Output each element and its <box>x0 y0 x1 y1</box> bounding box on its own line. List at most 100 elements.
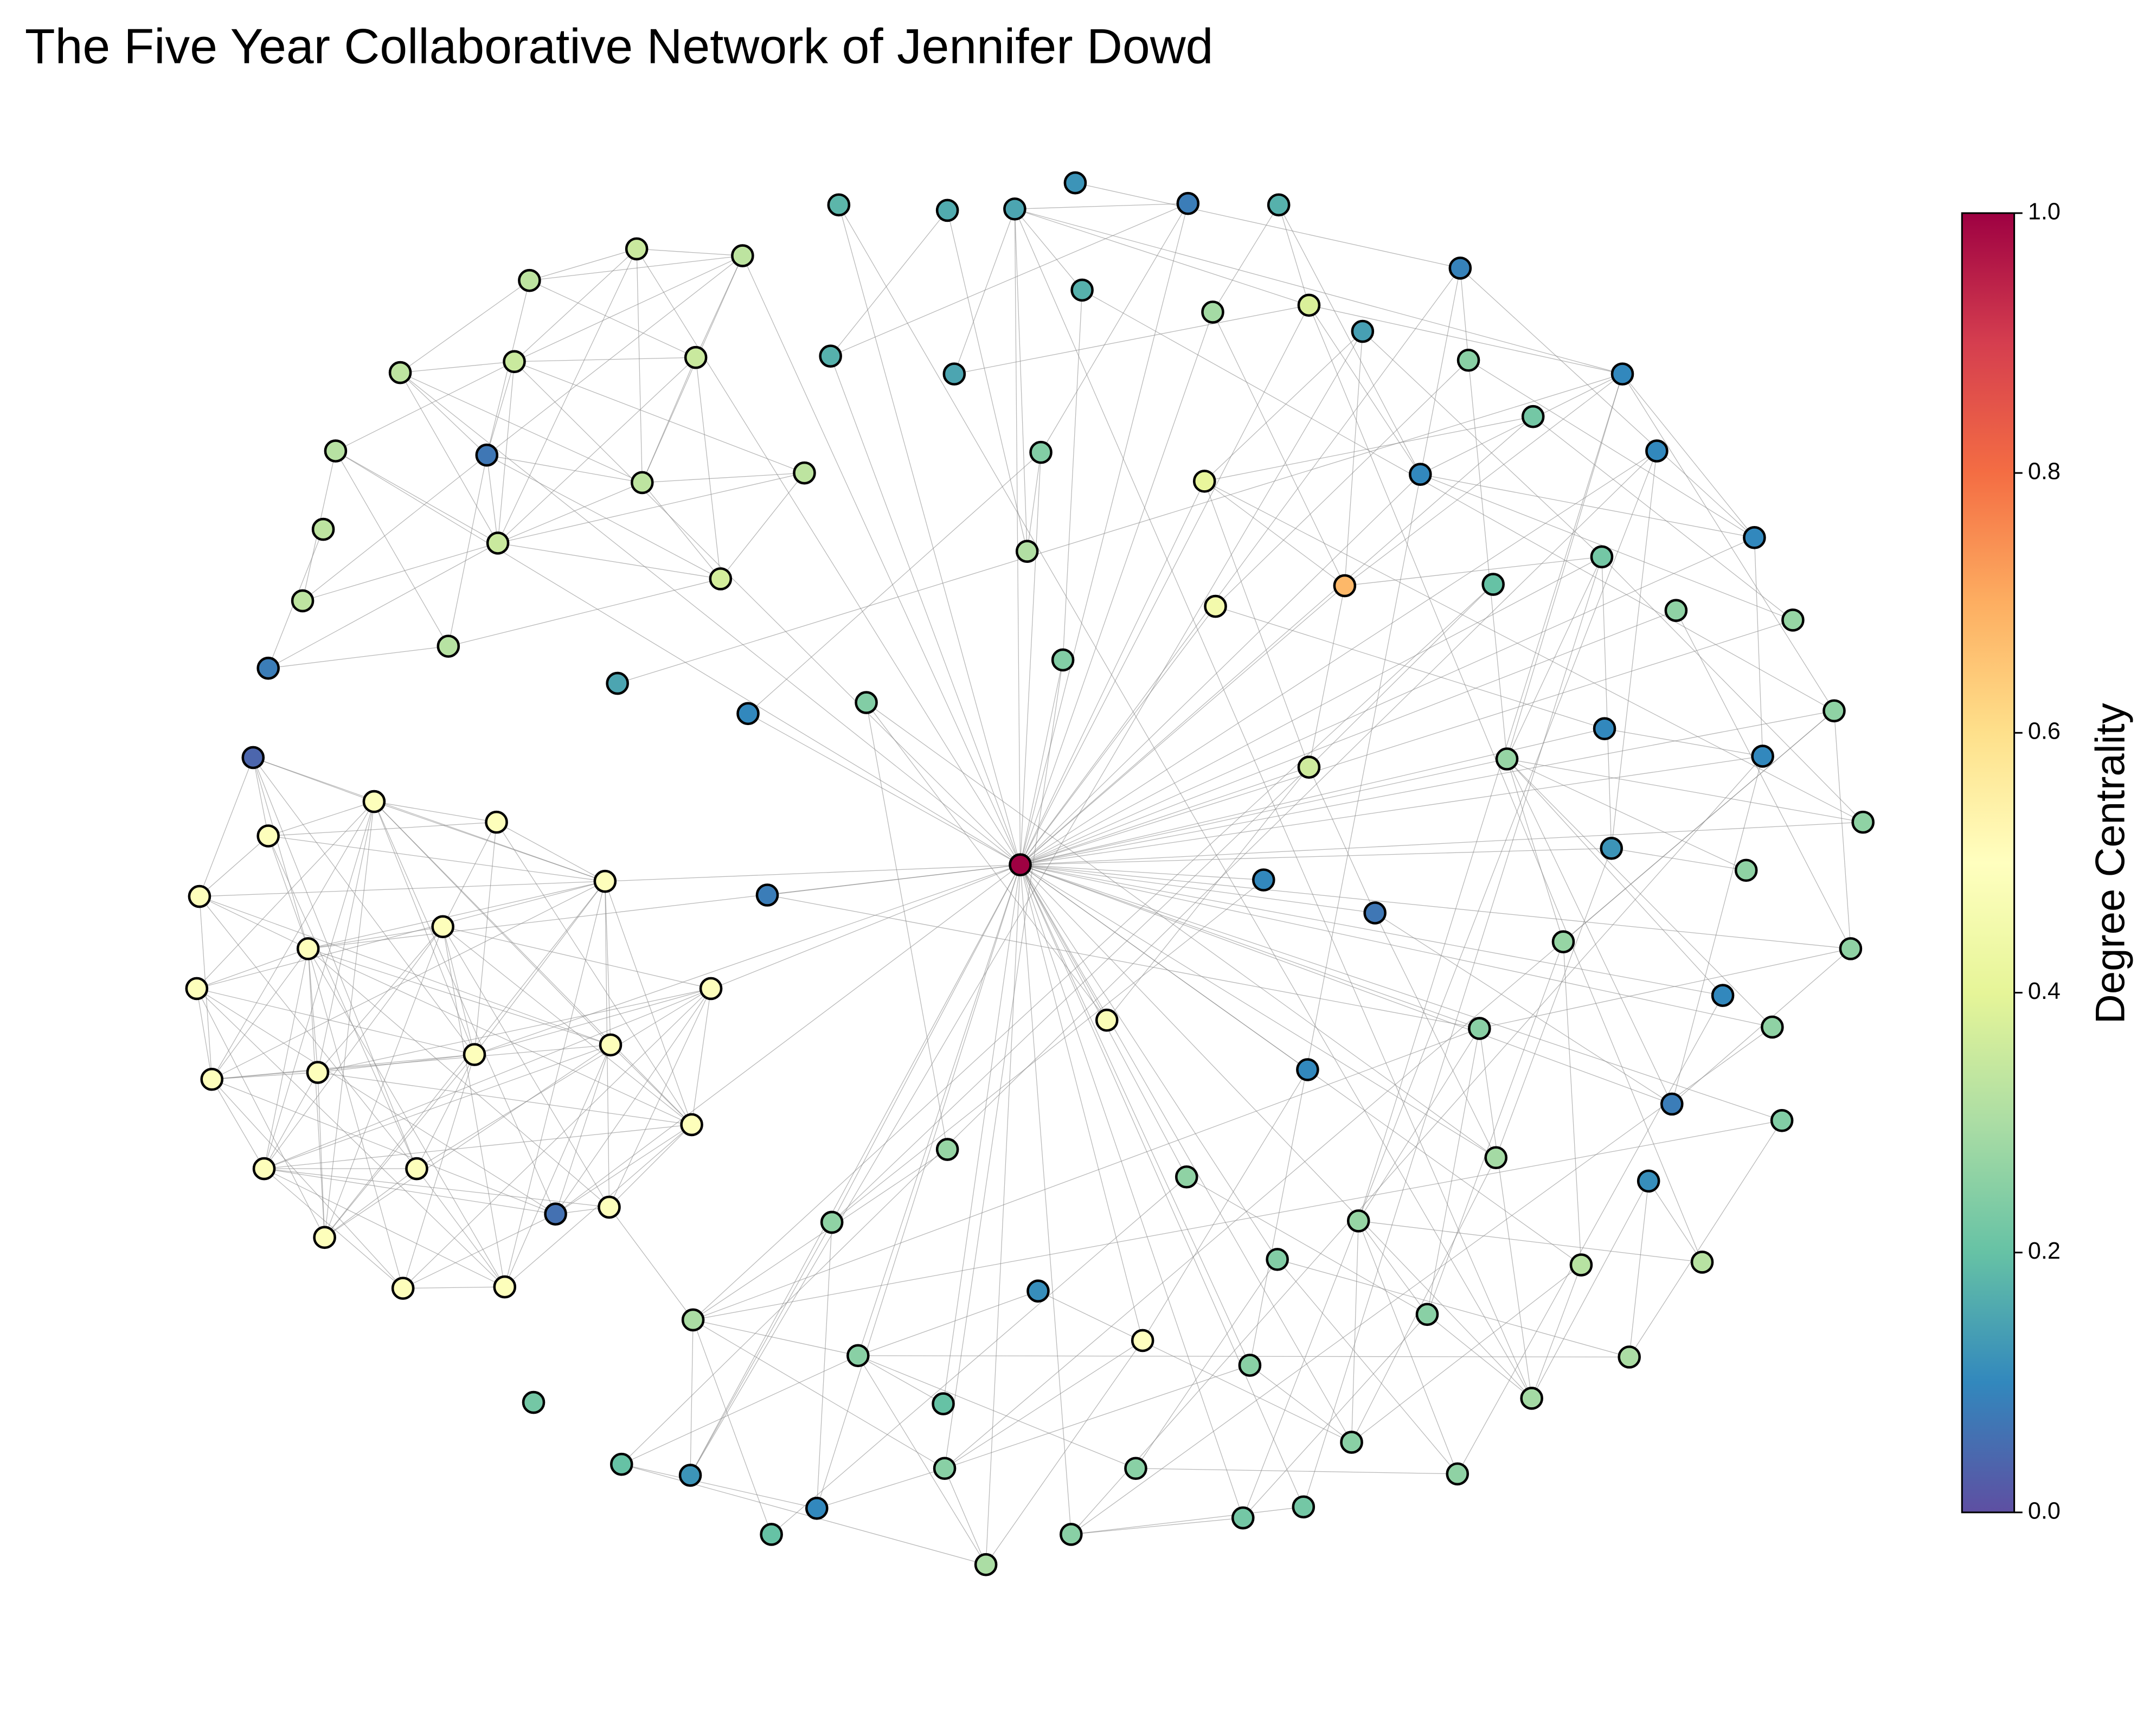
edge <box>1460 268 1469 361</box>
node <box>1351 319 1375 343</box>
edge <box>985 864 1021 1565</box>
node <box>1446 1462 1470 1486</box>
edge <box>514 248 637 362</box>
edge <box>416 988 711 1169</box>
edge <box>1020 758 1507 865</box>
node <box>680 1113 703 1137</box>
edge <box>1212 204 1279 312</box>
node <box>291 589 315 613</box>
edge <box>817 1468 945 1509</box>
node <box>684 345 708 369</box>
edge <box>1249 1365 1352 1443</box>
edge <box>307 948 318 1073</box>
node <box>1131 1329 1154 1352</box>
node <box>1267 193 1291 217</box>
edge <box>196 801 375 989</box>
node <box>935 198 959 222</box>
node <box>1761 1015 1784 1039</box>
node <box>544 1202 567 1226</box>
edge <box>1020 864 1497 1158</box>
node <box>935 1138 959 1161</box>
node <box>606 671 629 695</box>
edge <box>605 881 611 1045</box>
edge <box>1358 1220 1703 1263</box>
node <box>296 937 320 960</box>
node <box>256 656 280 680</box>
node <box>1660 1092 1684 1116</box>
edge <box>514 361 1021 865</box>
edge <box>831 767 1310 1223</box>
edge <box>1019 864 1143 1341</box>
edge <box>264 1072 318 1169</box>
edge <box>1215 606 1605 729</box>
edge <box>555 1044 611 1214</box>
edge <box>748 713 1021 865</box>
node <box>760 1523 783 1546</box>
node <box>463 1043 486 1066</box>
edge <box>374 801 497 823</box>
edge <box>1648 1181 1703 1262</box>
node <box>1176 191 1200 215</box>
edge <box>1506 758 1863 823</box>
node <box>1734 858 1758 882</box>
node <box>820 1210 844 1234</box>
edge <box>1358 374 1623 1221</box>
edge <box>1532 416 1793 620</box>
edge <box>610 1044 692 1125</box>
edge <box>1604 728 1763 757</box>
edge <box>496 822 692 1125</box>
edge <box>400 372 487 456</box>
edge <box>1629 1120 1782 1357</box>
node <box>731 244 754 267</box>
edge <box>1062 290 1083 660</box>
node <box>1003 197 1026 221</box>
edge <box>400 372 1021 865</box>
edge <box>1075 182 1460 269</box>
node <box>1296 1058 1319 1081</box>
edge <box>1249 268 1461 1365</box>
edge <box>1014 208 1083 291</box>
node <box>475 443 499 467</box>
edge <box>529 248 637 281</box>
node <box>1063 171 1087 195</box>
node <box>1266 1248 1289 1271</box>
edge <box>1019 864 1243 1518</box>
edge <box>1506 759 1564 942</box>
edge <box>504 1044 611 1287</box>
node <box>1618 1345 1641 1369</box>
edge <box>692 1028 1480 1320</box>
edge <box>621 451 1657 1465</box>
edge <box>1496 848 1612 1158</box>
colorbar-label: Degree Centrality <box>2087 703 2133 1024</box>
edge <box>1622 374 1755 538</box>
nodes <box>185 171 1875 1576</box>
node <box>313 1226 336 1249</box>
edge <box>838 204 1021 865</box>
node <box>1781 608 1805 632</box>
chart-title: The Five Year Collaborative Network of J… <box>25 19 1213 74</box>
edge <box>264 864 1021 1169</box>
edge <box>374 801 692 1125</box>
node <box>1175 1165 1198 1189</box>
colorbar-tick-label: 1.0 <box>2028 198 2061 225</box>
edge <box>308 948 611 1046</box>
edge <box>268 836 418 1169</box>
edge <box>1277 1259 1629 1357</box>
edge <box>1082 290 1834 711</box>
edge <box>199 896 309 949</box>
edge <box>253 757 606 882</box>
edge <box>1020 864 1264 881</box>
edge <box>1015 203 1188 210</box>
edge <box>211 1079 265 1169</box>
edge <box>302 454 487 601</box>
edge <box>196 881 606 989</box>
edge <box>1833 710 1851 949</box>
edge <box>448 578 721 647</box>
node <box>1484 1146 1508 1170</box>
edge <box>1344 331 1363 586</box>
edge <box>1375 913 1497 1158</box>
edge <box>1019 864 1071 1535</box>
edge <box>954 209 1015 374</box>
edge <box>1375 912 1672 1105</box>
node <box>1070 278 1094 302</box>
